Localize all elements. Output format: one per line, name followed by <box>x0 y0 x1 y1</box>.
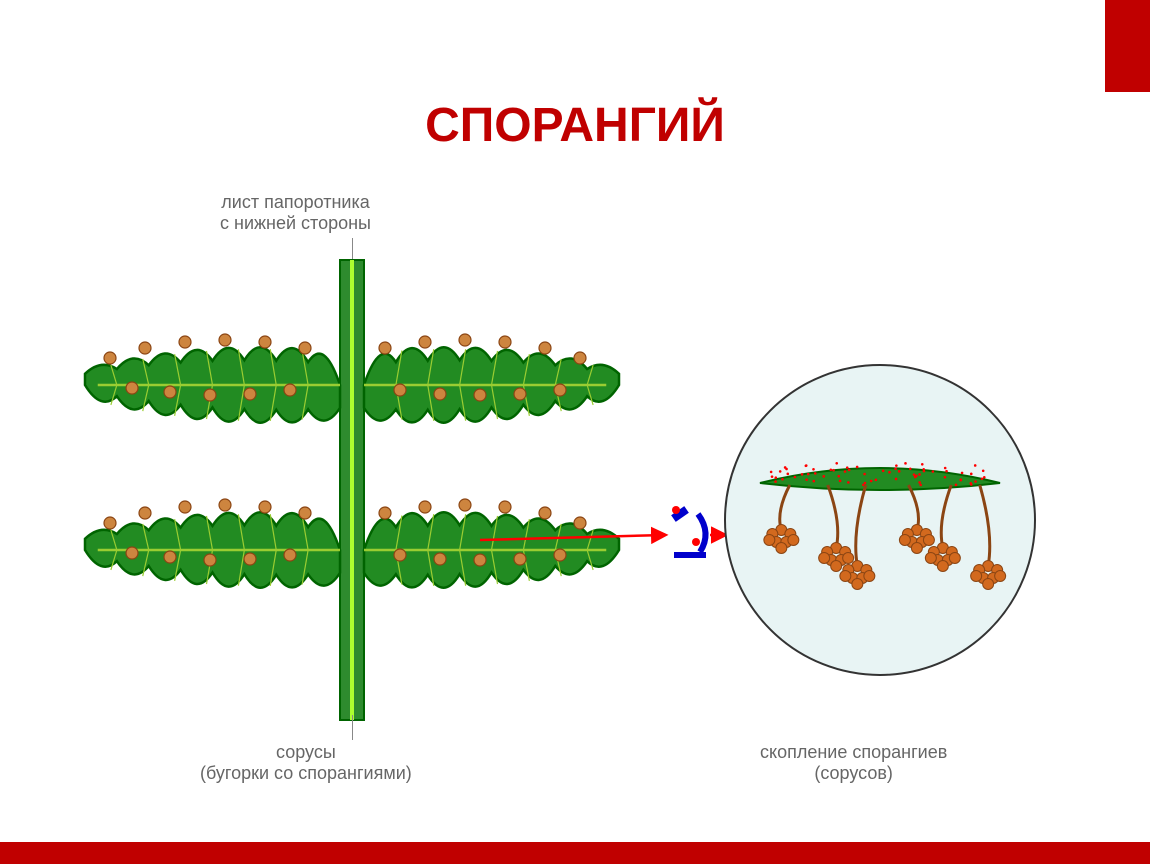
leader-line-bottom <box>352 715 353 740</box>
fern-diagram <box>0 0 1150 864</box>
label-sporangia-cluster: скопление спорангиев (сорусов) <box>760 742 947 783</box>
label-sori: сорусы (бугорки со спорангиями) <box>200 742 412 783</box>
microscope-icon <box>671 506 706 558</box>
